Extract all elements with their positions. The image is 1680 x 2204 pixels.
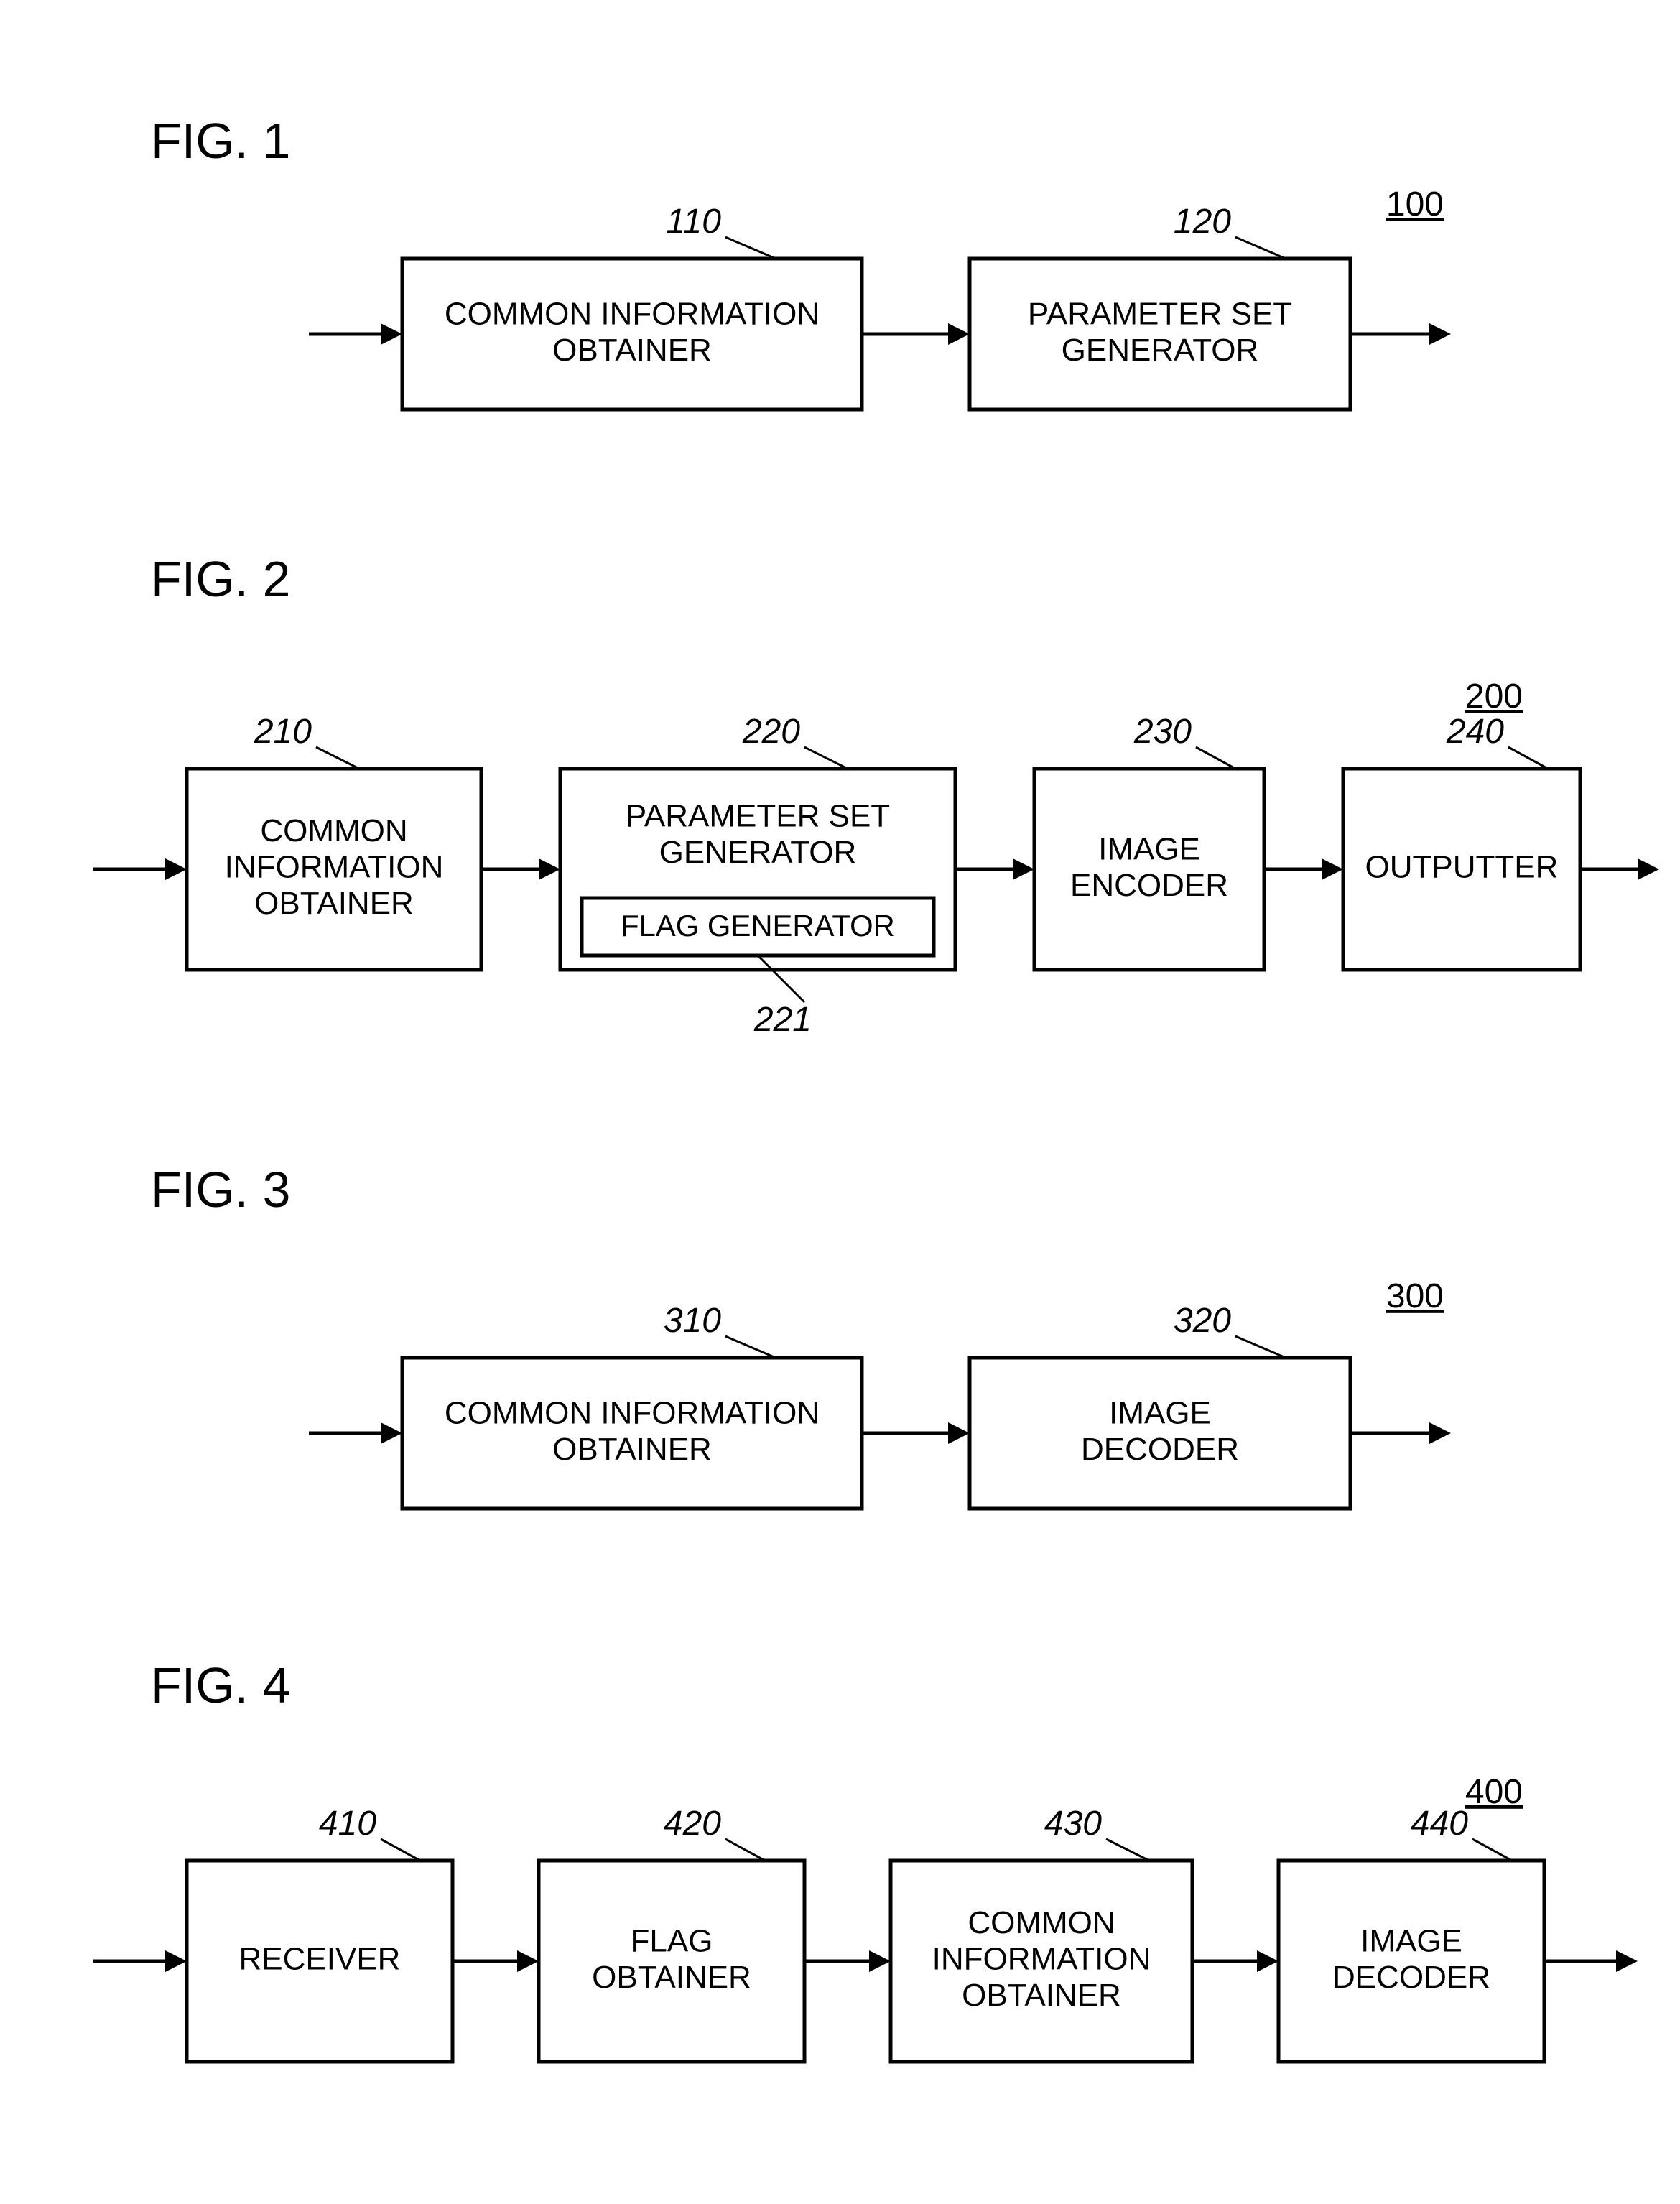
- ref-number: 221: [753, 1001, 812, 1039]
- block-label: FLAG: [631, 1923, 713, 1958]
- diagram-canvas: FIG. 1100COMMON INFORMATIONOBTAINER110PA…: [0, 0, 1680, 2204]
- block-label: OUTPUTTER: [1365, 850, 1559, 885]
- ref-number: 410: [319, 1805, 376, 1843]
- ref-number: 440: [1411, 1805, 1468, 1843]
- ref-number: 310: [664, 1302, 721, 1340]
- figure-title: FIG. 2: [151, 551, 290, 607]
- block-label: IMAGE: [1098, 831, 1200, 866]
- block-label: COMMON: [260, 813, 407, 848]
- system-ref-number: 100: [1386, 185, 1444, 223]
- ref-number: 220: [742, 713, 800, 751]
- block-label: OBTAINER: [552, 333, 712, 368]
- block-label: IMAGE: [1360, 1923, 1462, 1958]
- ref-number: 210: [254, 713, 312, 751]
- figure-title: FIG. 4: [151, 1657, 290, 1713]
- block-label: OBTAINER: [592, 1960, 751, 1995]
- block-label: RECEIVER: [239, 1942, 401, 1977]
- block-label: OBTAINER: [254, 886, 414, 921]
- block-label: DECODER: [1332, 1960, 1490, 1995]
- ref-number: 230: [1133, 713, 1192, 751]
- system-ref-number: 300: [1386, 1277, 1444, 1315]
- block-label: OBTAINER: [962, 1978, 1121, 2013]
- figure-title: FIG. 3: [151, 1162, 290, 1218]
- block-label: DECODER: [1081, 1432, 1239, 1467]
- block-label: COMMON: [967, 1905, 1115, 1940]
- block-label: GENERATOR: [1062, 333, 1259, 368]
- ref-number: 110: [666, 203, 721, 241]
- block-label: INFORMATION: [932, 1942, 1151, 1977]
- ref-number: 320: [1174, 1302, 1231, 1340]
- block-label: PARAMETER SET: [1028, 296, 1292, 331]
- ref-number: 420: [664, 1805, 721, 1843]
- ref-number: 240: [1446, 713, 1504, 751]
- block-label: COMMON INFORMATION: [445, 296, 820, 331]
- block-label: INFORMATION: [225, 850, 444, 885]
- ref-number: 430: [1044, 1805, 1102, 1843]
- block-label: ENCODER: [1070, 868, 1228, 903]
- block-label: IMAGE: [1109, 1395, 1211, 1430]
- block-label: OBTAINER: [552, 1432, 712, 1467]
- ref-number: 120: [1174, 203, 1231, 241]
- inner-block-label: FLAG GENERATOR: [621, 909, 895, 943]
- system-ref-number: 200: [1465, 677, 1523, 716]
- block-label: GENERATOR: [659, 835, 857, 870]
- system-ref-number: 400: [1465, 1773, 1523, 1811]
- figure-title: FIG. 1: [151, 113, 290, 169]
- block-label: COMMON INFORMATION: [445, 1395, 820, 1430]
- block-label: PARAMETER SET: [626, 798, 890, 833]
